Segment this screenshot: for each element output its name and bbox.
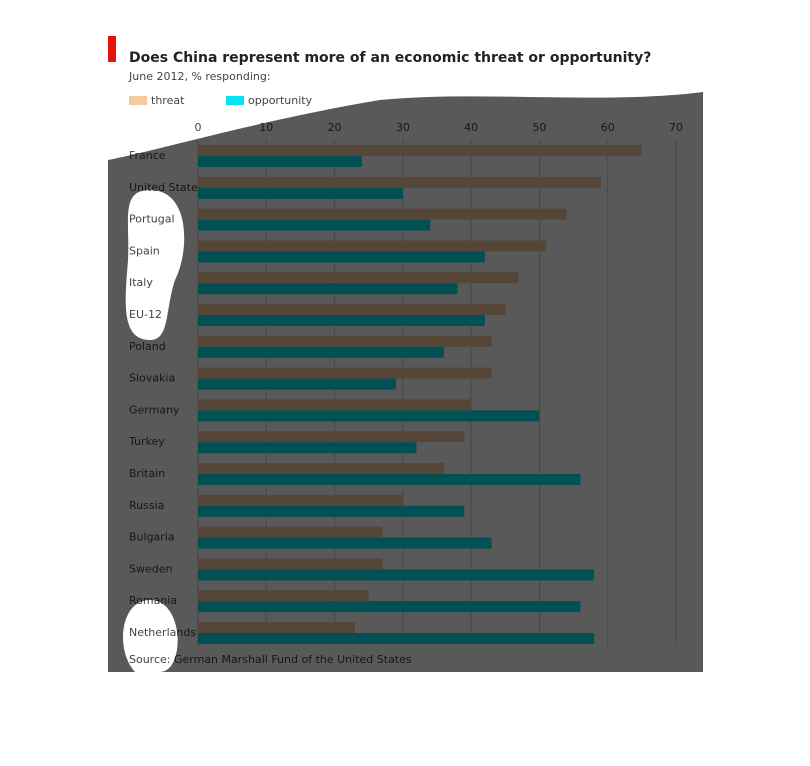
chart-title: Does China represent more of an economic… bbox=[129, 50, 651, 66]
legend-label: opportunity bbox=[248, 94, 313, 107]
overlay bbox=[108, 92, 703, 672]
legend-swatch bbox=[226, 96, 244, 105]
y-tick-label: Portugal bbox=[129, 213, 175, 226]
legend-label: threat bbox=[151, 94, 185, 107]
x-tick-label: 0 bbox=[195, 121, 202, 134]
y-tick-label: Spain bbox=[129, 244, 160, 257]
chart-subtitle: June 2012, % responding: bbox=[128, 70, 271, 83]
accent-bar bbox=[108, 36, 116, 62]
y-tick-label: Italy bbox=[129, 276, 153, 289]
y-tick-label: EU-12 bbox=[129, 308, 162, 321]
legend-swatch bbox=[129, 96, 147, 105]
